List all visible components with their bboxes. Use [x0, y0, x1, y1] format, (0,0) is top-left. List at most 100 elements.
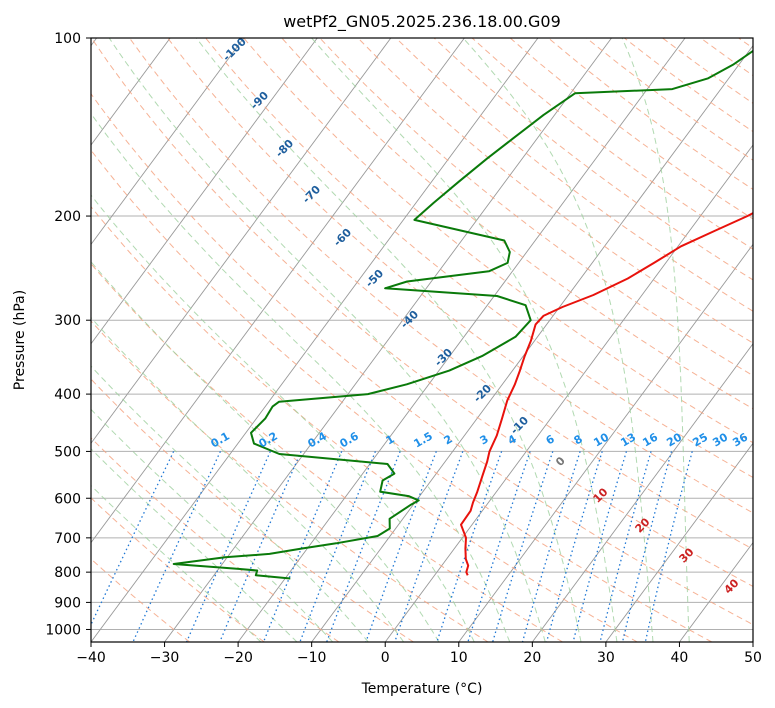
- mixing-ratio-label: 25: [690, 431, 710, 450]
- moist-adiabat-line: [108, 38, 546, 642]
- dry-adiabat-line: [395, 38, 753, 312]
- isotherm-line: [384, 144, 753, 642]
- y-tick-label: 400: [54, 387, 81, 403]
- dry-adiabat-line: [700, 38, 753, 77]
- dry-adiabat-line: [319, 38, 753, 377]
- plot-frame: [90, 37, 754, 643]
- moist-adiabat-label: 0: [553, 454, 568, 469]
- moist-adiabat-line: [91, 365, 369, 642]
- x-tick-label: 30: [597, 650, 615, 666]
- isotherm-line: [311, 44, 753, 642]
- mixing-ratio-label: 2: [442, 432, 455, 447]
- chart-title: wetPf2_GN05.2025.236.18.00.G09: [283, 12, 561, 32]
- y-tick-label: 700: [54, 531, 81, 547]
- mixing-ratio-label: 0.4: [306, 429, 330, 450]
- mixing-ratio-line: [545, 451, 603, 642]
- isotherm-line: [531, 343, 753, 642]
- moist-adiabat-label: 40: [722, 576, 742, 596]
- mixing-ratio-label: 1: [384, 432, 397, 447]
- mixing-ratio-line: [621, 451, 673, 642]
- moist-adiabat-line: [195, 38, 582, 642]
- y-tick-label: 600: [54, 491, 81, 507]
- moist-adiabat-line: [91, 194, 475, 642]
- x-tick-label: 0: [381, 650, 390, 666]
- y-tick-label: 900: [54, 595, 81, 611]
- dry-adiabat-label: -60: [331, 226, 354, 249]
- dry-adiabat-line: [91, 378, 414, 642]
- mixing-ratio-label: 13: [618, 431, 638, 450]
- y-tick-label: 800: [54, 565, 81, 581]
- dry-adiabat-line: [91, 92, 753, 626]
- isotherm-line: [91, 38, 318, 345]
- dry-adiabat-label: -80: [273, 137, 296, 160]
- mixing-ratio-line: [599, 451, 652, 642]
- dry-adiabat-line: [662, 38, 753, 104]
- y-tick-label: 200: [54, 209, 81, 225]
- dry-adiabat-line: [433, 38, 753, 281]
- mixing-ratio-line: [262, 451, 343, 642]
- moist-adiabat-line: [311, 38, 618, 642]
- moist-adiabat-label: 10: [591, 485, 611, 505]
- dry-adiabat-line: [738, 38, 753, 49]
- moist-adiabat-line: [91, 260, 440, 642]
- isotherm-line: [605, 442, 753, 642]
- y-tick-label: 500: [54, 444, 81, 460]
- moist-adiabat-line: [91, 316, 405, 642]
- mixing-ratio-label: 30: [710, 430, 730, 449]
- x-tick-label: 20: [523, 650, 541, 666]
- dry-adiabat-line: [547, 38, 753, 190]
- dry-adiabat-line: [91, 320, 489, 642]
- y-axis-label: Pressure (hPa): [12, 290, 28, 390]
- mixing-ratio-line: [492, 451, 554, 642]
- mixing-ratio-label: 16: [640, 430, 660, 449]
- mixing-ratio-label: 8: [572, 432, 585, 447]
- x-tick-label: −20: [223, 650, 253, 666]
- moist-adiabat-label: 20: [633, 515, 653, 535]
- y-tick-label: 300: [54, 313, 81, 329]
- mixing-ratio-line: [572, 451, 628, 642]
- isotherm-line: [752, 641, 753, 642]
- dry-adiabat-line: [357, 38, 753, 344]
- moist-adiabat-line: [462, 38, 654, 642]
- dry-adiabat-line: [91, 38, 753, 587]
- dry-adiabat-line: [91, 262, 563, 642]
- dry-adiabat-line: [281, 38, 753, 410]
- isotherm-line: [91, 38, 245, 246]
- moist-adiabat-line: [91, 484, 262, 642]
- temperature-profile: [460, 212, 753, 576]
- mixing-ratio-label: 3: [478, 432, 491, 447]
- isotherm-line: [164, 38, 612, 642]
- dry-adiabat-line: [91, 437, 340, 642]
- mixing-ratio-line: [326, 451, 401, 642]
- mixing-ratio-label: 20: [664, 430, 684, 449]
- mixing-ratio-label: 0.2: [257, 429, 280, 450]
- dry-adiabat-label: -20: [471, 382, 494, 405]
- dry-adiabat-label: -70: [300, 183, 323, 206]
- dry-adiabat-label: -30: [432, 346, 455, 369]
- moist-adiabat-line: [91, 408, 334, 642]
- dry-adiabat-line: [129, 38, 753, 550]
- y-tick-label: 1000: [45, 622, 81, 638]
- mixing-ratio-label: 10: [591, 430, 611, 449]
- x-tick-label: 40: [671, 650, 689, 666]
- x-tick-label: −30: [150, 650, 180, 666]
- isotherm-line: [91, 38, 465, 544]
- mixing-ratio-line: [467, 451, 531, 642]
- x-tick-label: −10: [297, 650, 327, 666]
- mixing-ratio-line: [91, 451, 175, 627]
- dry-adiabat-line: [91, 149, 713, 642]
- isotherm-line: [91, 38, 392, 444]
- mixing-ratio-line: [186, 451, 271, 642]
- mixing-ratio-line: [521, 451, 581, 642]
- mixing-ratio-label: 6: [544, 432, 557, 447]
- isotherm-line: [91, 38, 171, 146]
- mixing-ratio-line: [365, 451, 437, 642]
- dry-adiabat-line: [509, 38, 753, 220]
- moist-adiabat-line: [91, 448, 298, 642]
- mixing-ratio-label: 0.1: [209, 429, 232, 450]
- moist-adiabat-label: 30: [677, 545, 697, 565]
- isotherm-line: [237, 38, 686, 642]
- mixing-ratio-line: [436, 451, 503, 642]
- y-tick-label: 100: [54, 31, 81, 47]
